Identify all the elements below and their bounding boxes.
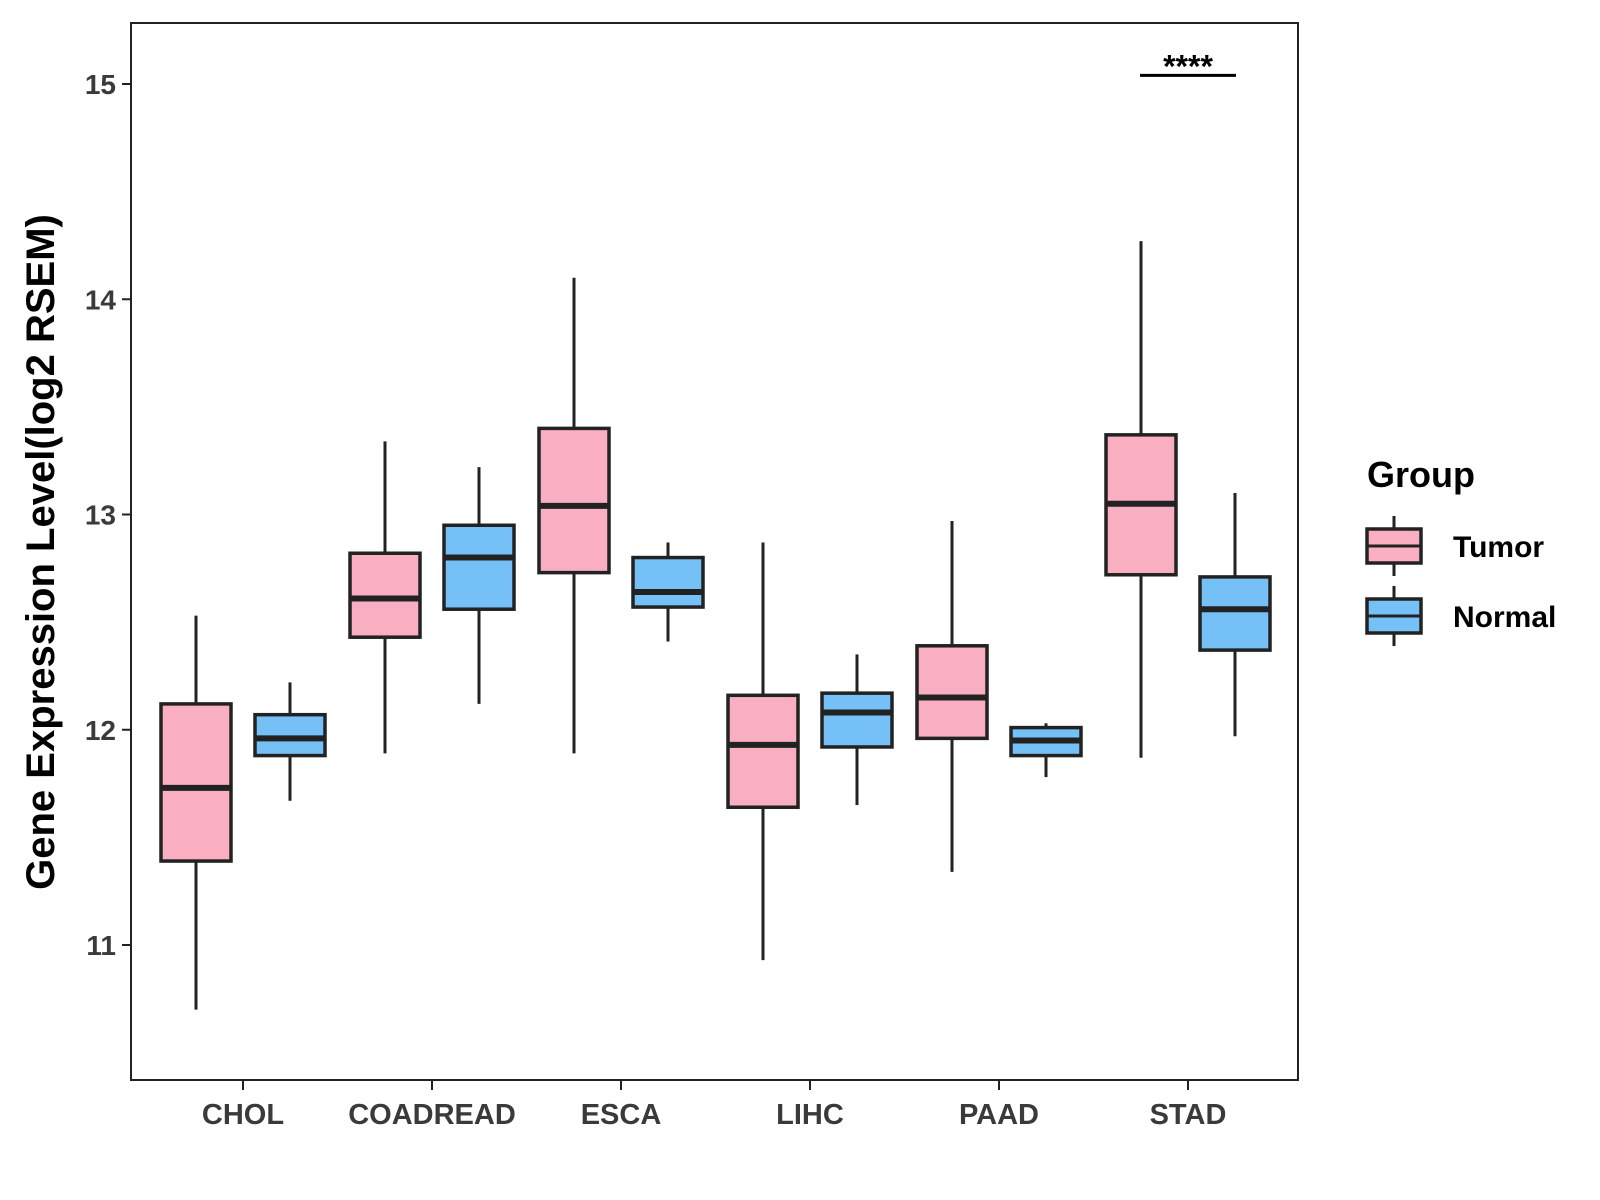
box-iqr [726, 693, 800, 809]
y-axis-title: Gene Expression Level(log2 RSEM) [19, 214, 63, 890]
y-tick-label: 13 [85, 500, 116, 531]
x-tick-label: ESCA [581, 1099, 662, 1131]
legend-item-tumor: Tumor [1365, 516, 1544, 576]
box-iqr [631, 555, 705, 609]
box-tumor-chol [159, 615, 233, 1010]
y-tick-label: 15 [85, 69, 116, 100]
box-normal-paad [1009, 723, 1083, 778]
box-tumor-coadread [348, 441, 422, 754]
plot-panel-border [130, 22, 1299, 1081]
x-tick-label: PAAD [959, 1099, 1039, 1131]
box-tumor-paad [915, 520, 989, 872]
legend-title: Group [1367, 454, 1475, 495]
x-axis: CHOL COADREAD ESCA LIHC PAAD STAD [202, 1080, 1226, 1131]
y-tick-label: 12 [85, 715, 116, 746]
legend-label: Normal [1453, 601, 1556, 634]
box-iqr [537, 426, 611, 575]
plot-area [159, 241, 1272, 1010]
box-normal-coadread [442, 467, 516, 704]
box-normal-esca [631, 542, 705, 642]
y-axis: 11 12 13 14 15 [85, 69, 131, 961]
x-tick-label: CHOL [202, 1099, 284, 1131]
box-iqr [442, 523, 516, 611]
box-iqr [915, 644, 989, 741]
box-iqr [1198, 575, 1272, 652]
series-tumor [159, 241, 1178, 1010]
x-tick-label: STAD [1150, 1099, 1227, 1131]
y-tick-label: 11 [86, 930, 116, 961]
box-normal-lihc [820, 654, 894, 806]
y-tick-label: 14 [85, 284, 117, 315]
significance-label: **** [1163, 48, 1213, 84]
box-normal-stad [1198, 492, 1272, 737]
x-tick-label: LIHC [776, 1099, 844, 1131]
box-iqr [159, 702, 233, 863]
box-normal-chol [253, 682, 327, 801]
legend-item-normal: Normal [1365, 586, 1556, 646]
box-iqr [348, 551, 422, 639]
box-tumor-esca [537, 277, 611, 754]
box-tumor-lihc [726, 542, 800, 961]
x-tick-label: COADREAD [348, 1099, 516, 1131]
legend-label: Tumor [1453, 531, 1544, 564]
series-normal [253, 467, 1272, 806]
box-tumor-stad [1104, 241, 1178, 758]
legend: Group Tumor Normal [1365, 454, 1556, 646]
box-iqr [253, 712, 327, 758]
box-iqr [820, 691, 894, 749]
annotations: **** [1140, 48, 1236, 84]
